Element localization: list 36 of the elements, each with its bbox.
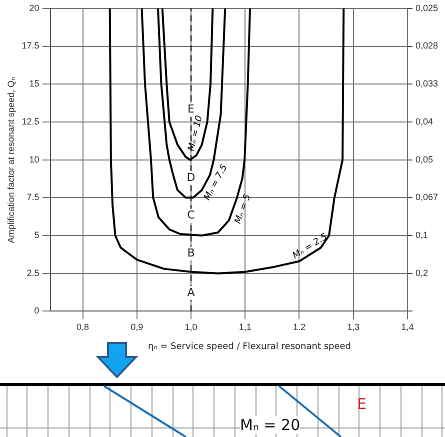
text: Mₙ = 2.5 (291, 232, 330, 262)
x-tick-label: 0,8 (76, 322, 90, 332)
category-label: 0,05 (415, 154, 434, 164)
annotation: D (186, 170, 196, 184)
annotation: C (187, 208, 196, 222)
text: Mₙ = 5 (233, 192, 254, 226)
x-tick-label: 1,0 (184, 322, 198, 332)
x-tick-label: 0,9 (130, 322, 144, 332)
category-label: 0,2 (415, 268, 428, 278)
x-tick-label: 1,3 (347, 322, 360, 332)
y-tick-label: 2.5 (26, 268, 40, 278)
y-tick-label: 7.5 (26, 192, 40, 202)
y-tick-label: 15 (29, 78, 40, 89)
category-label: 0,067 (415, 192, 438, 202)
y-tick-label: 5 (34, 230, 40, 240)
text: Mₙ = 20 (240, 416, 300, 434)
y-tick-label: 20 (29, 2, 40, 13)
text: Mₙ = 7.5 (202, 162, 230, 202)
x-axis-title: ηₙ = Service speed / Flexural resonant speed (148, 342, 352, 352)
y-tick-label: 10 (29, 154, 40, 164)
annotation: A (187, 286, 196, 299)
x-tick-label: 1,4 (401, 322, 414, 332)
y-tick-label: 12.5 (22, 116, 40, 126)
annotation: B (187, 246, 195, 260)
y-axis-title: Amplification factor at resonant speed, Qₙ (6, 76, 16, 244)
category-label: 0,028 (415, 40, 438, 51)
category-label: 0,1 (415, 230, 428, 240)
x-tick-label: 1,1 (238, 322, 252, 332)
category-label: 0,04 (415, 116, 434, 126)
y-tick-label: 0 (34, 306, 40, 316)
text: E (357, 395, 366, 413)
category-label: 0,033 (415, 78, 438, 89)
category-label: 0,025 (415, 2, 438, 13)
x-tick-label: 1.2 (292, 322, 306, 332)
y-tick-label: 17.5 (22, 40, 40, 51)
annotation: E (188, 102, 195, 116)
